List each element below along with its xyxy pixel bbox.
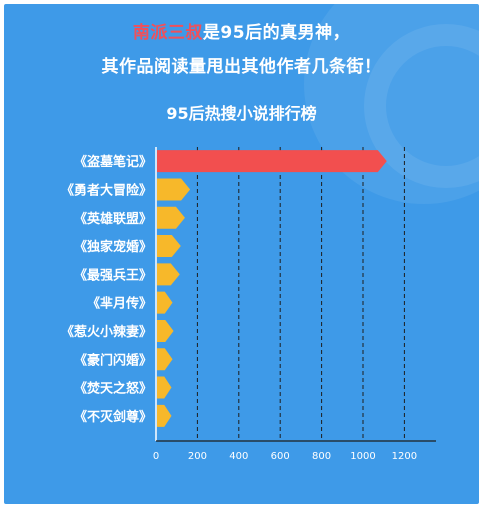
category-label: 《英雄联盟》 xyxy=(74,211,152,227)
category-label: 《芈月传》 xyxy=(87,296,152,312)
x-tick-label: 600 xyxy=(271,451,290,462)
headline-line-1-rest: 是95后的真男神， xyxy=(202,23,351,43)
category-labels: 《盗墓笔记》《勇者大冒险》《英雄联盟》《独家宠婚》《最强兵王》《芈月传》《惹火小… xyxy=(61,154,152,425)
bar xyxy=(157,319,174,342)
infographic-card: 南派三叔是95后的真男神， 其作品阅读量甩出其他作者几条街！ 95后热搜小说排行… xyxy=(4,4,479,504)
bar xyxy=(157,178,191,201)
x-tick-label: 0 xyxy=(153,451,159,462)
x-tick-label: 1000 xyxy=(350,451,375,462)
x-tick-label: 200 xyxy=(188,451,207,462)
x-tick-label: 1200 xyxy=(392,451,417,462)
category-label: 《惹火小辣妻》 xyxy=(61,324,152,340)
headline-line-1: 南派三叔是95后的真男神， xyxy=(4,18,479,43)
x-axis: 0 200 400 600 800 1000 1200 xyxy=(153,147,436,462)
category-label: 《不灭剑尊》 xyxy=(74,409,152,425)
bar xyxy=(157,235,181,258)
bar xyxy=(157,376,172,399)
bar xyxy=(157,206,185,229)
x-tick-label: 400 xyxy=(229,451,248,462)
x-tick-label: 800 xyxy=(312,451,331,462)
headline-line-2: 其作品阅读量甩出其他作者几条街！ xyxy=(101,57,382,77)
category-label: 《豪门闪婚》 xyxy=(74,352,152,368)
bar-chart: 《盗墓笔记》《勇者大冒险》《英雄联盟》《独家宠婚》《最强兵王》《芈月传》《惹火小… xyxy=(61,147,436,462)
category-label: 《最强兵王》 xyxy=(74,267,152,283)
category-label: 《盗墓笔记》 xyxy=(74,154,152,170)
bar xyxy=(157,291,173,314)
chart-title: 95后热搜小说排行榜 xyxy=(166,104,317,123)
category-label: 《勇者大冒险》 xyxy=(61,182,152,198)
headline-accent: 南派三叔 xyxy=(132,23,203,43)
bar xyxy=(157,404,172,427)
grid-lines xyxy=(196,147,405,441)
category-label: 《焚天之怒》 xyxy=(74,381,152,397)
bar xyxy=(157,150,387,173)
bars xyxy=(157,150,387,427)
bar xyxy=(157,263,180,286)
bar xyxy=(157,348,173,371)
category-label: 《独家宠婚》 xyxy=(74,239,152,255)
